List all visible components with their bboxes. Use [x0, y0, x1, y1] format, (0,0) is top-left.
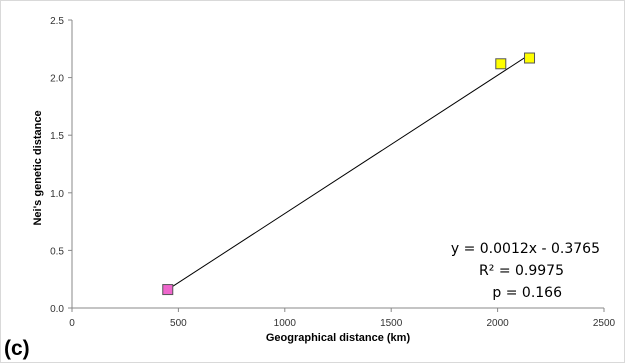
- y-tick-label: 2.5: [50, 16, 64, 27]
- x-axis-ticks: 0 500 1000 1500 2000 2500: [69, 308, 616, 329]
- y-tick-label: 0.5: [50, 246, 64, 257]
- x-tick-label: 1000: [274, 318, 297, 329]
- regression-equation: y = 0.0012x - 0.3765: [451, 241, 600, 257]
- x-tick-label: 1500: [380, 318, 403, 329]
- data-point: [495, 58, 507, 70]
- x-tick-label: 2500: [593, 318, 616, 329]
- x-tick-label: 2000: [486, 318, 509, 329]
- x-tick-label: 0: [69, 318, 75, 329]
- panel-label: (c): [4, 337, 30, 360]
- data-point: [162, 284, 174, 296]
- trendline: [167, 54, 530, 290]
- y-tick-label: 0.0: [50, 304, 64, 315]
- data-points: [162, 52, 536, 296]
- x-axis-title: Geographical distance (km): [266, 332, 411, 344]
- x-tick-label: 500: [170, 318, 187, 329]
- p-value-label: p = 0.166: [492, 285, 562, 301]
- data-point: [524, 52, 536, 64]
- y-tick-label: 1.5: [50, 131, 64, 142]
- y-tick-label: 2.0: [50, 74, 64, 85]
- y-axis-ticks: 0.0 0.5 1.0 1.5 2.0 2.5: [50, 16, 72, 315]
- y-axis-title: Nei's genetic distance: [32, 110, 44, 225]
- y-tick-label: 1.0: [50, 189, 64, 200]
- r-squared-label: R² = 0.9975: [479, 263, 564, 279]
